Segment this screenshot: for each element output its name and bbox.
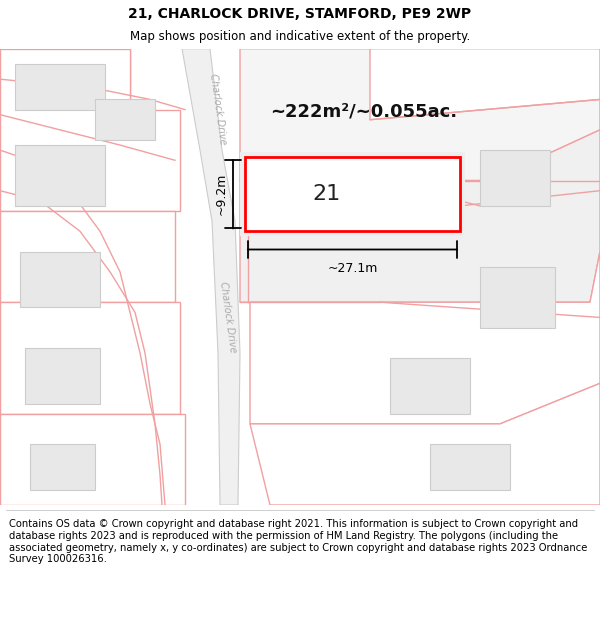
Bar [15,145,105,206]
Bar [95,99,155,140]
Polygon shape [250,383,600,505]
Polygon shape [240,130,600,302]
Text: ~9.2m: ~9.2m [215,173,228,216]
Text: Charlock Drive: Charlock Drive [208,73,228,146]
Bar [30,444,95,490]
Polygon shape [0,302,180,414]
Text: 21: 21 [313,184,341,204]
Bar [25,348,100,404]
Text: ~27.1m: ~27.1m [328,262,377,274]
Bar [240,152,465,236]
Bar [245,158,460,231]
Text: 21, CHARLOCK DRIVE, STAMFORD, PE9 2WP: 21, CHARLOCK DRIVE, STAMFORD, PE9 2WP [128,7,472,21]
Polygon shape [250,251,600,424]
Bar [480,267,555,328]
Text: Contains OS data © Crown copyright and database right 2021. This information is : Contains OS data © Crown copyright and d… [9,519,587,564]
Bar [15,64,105,109]
Bar [20,251,100,308]
Polygon shape [0,414,185,505]
Polygon shape [370,49,600,120]
Bar [430,444,510,490]
Polygon shape [240,49,600,181]
Polygon shape [0,211,175,302]
Polygon shape [0,49,130,109]
Bar [390,358,470,414]
Polygon shape [0,49,180,211]
Text: ~222m²/~0.055ac.: ~222m²/~0.055ac. [269,102,457,121]
Text: Charlock Drive: Charlock Drive [218,281,238,354]
Bar [480,150,550,206]
Text: Map shows position and indicative extent of the property.: Map shows position and indicative extent… [130,30,470,43]
Polygon shape [182,49,240,505]
